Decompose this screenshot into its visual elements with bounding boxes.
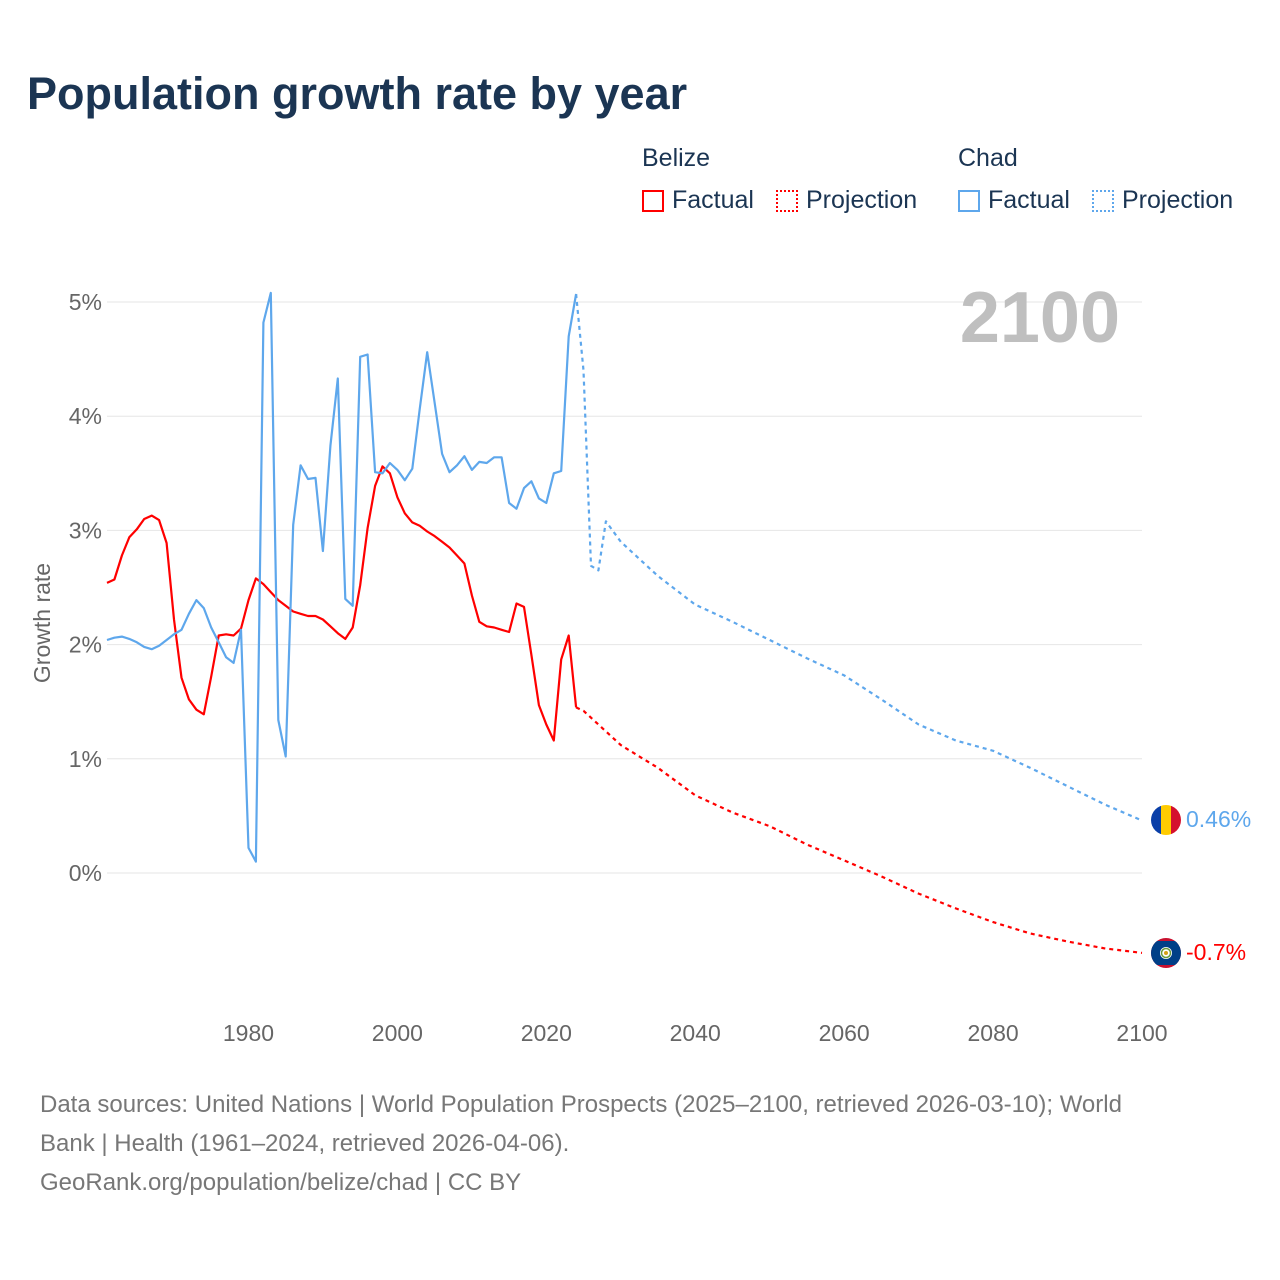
y-tick-label: 4%: [69, 403, 102, 429]
legend-label: Projection: [806, 186, 918, 214]
legend-label: Factual: [672, 186, 754, 214]
x-tick-label: 1980: [223, 1020, 274, 1046]
year-watermark: 2100: [960, 278, 1120, 358]
legend-swatch-dotted-icon: [776, 189, 798, 212]
y-tick-label: 5%: [69, 289, 102, 315]
footer-attribution-link[interactable]: GeoRank.org/population/belize/chad | CC …: [40, 1169, 522, 1196]
footer-sources-line2: Bank | Health (1961–2024, retrieved 2026…: [40, 1130, 570, 1157]
x-tick-label: 2080: [967, 1020, 1018, 1046]
series-line-chad-projection: [575, 293, 1143, 822]
footer-sources-line1: Data sources: United Nations | World Pop…: [40, 1091, 1122, 1118]
x-tick-label: 2060: [819, 1020, 870, 1046]
legend-group-belize: Belize: [642, 144, 711, 172]
legend-swatch-solid-icon: [958, 189, 980, 212]
x-tick-label: 2100: [1116, 1020, 1167, 1046]
x-tick-label: 2020: [521, 1020, 572, 1046]
x-tick-label: 2040: [670, 1020, 721, 1046]
series-line-belize-projection: [575, 706, 1143, 954]
legend-belize-projection[interactable]: Projection: [776, 186, 917, 215]
chart-title: Population growth rate by year: [27, 68, 688, 119]
y-tick-label: 2%: [69, 632, 102, 658]
legend-swatch-solid-icon: [642, 189, 664, 212]
y-tick-label: 1%: [69, 746, 102, 772]
chad-flag-icon: [1151, 805, 1181, 835]
chad-end-label: 0.46%: [1186, 806, 1251, 832]
y-axis-label: Growth rate: [29, 563, 55, 683]
legend-label: Projection: [1122, 186, 1234, 214]
x-tick-label: 2000: [372, 1020, 423, 1046]
legend-group-chad: Chad: [958, 144, 1018, 172]
series-line-belize-factual: [106, 465, 578, 742]
legend-label: Factual: [988, 186, 1070, 214]
legend-belize-factual[interactable]: Factual: [642, 186, 754, 215]
y-tick-label: 0%: [69, 860, 102, 886]
legend-chad-projection[interactable]: Projection: [1092, 186, 1233, 215]
belize-end-label: -0.7%: [1186, 939, 1246, 965]
legend-swatch-dotted-icon: [1092, 189, 1114, 212]
legend-chad-factual[interactable]: Factual: [958, 186, 1070, 215]
belize-flag-icon: [1151, 938, 1181, 968]
series-line-chad-factual: [106, 291, 578, 863]
y-tick-label: 3%: [69, 517, 102, 543]
